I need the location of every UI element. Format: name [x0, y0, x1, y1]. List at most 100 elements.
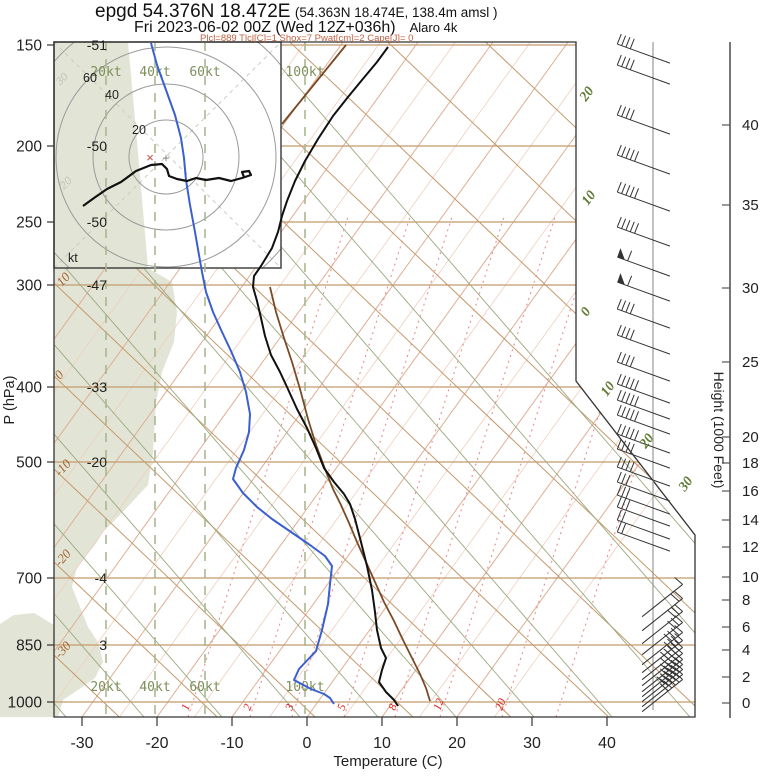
hodograph-trace-group: × +60 40 20 kt	[68, 71, 253, 265]
wind-barb	[641, 625, 683, 666]
sounding-curves	[150, 42, 431, 707]
svg-text:-50: -50	[87, 214, 107, 230]
svg-text:-50: -50	[87, 138, 107, 154]
station-subinfo: (54.363N 18.474E, 138.4m amsl )	[294, 5, 498, 20]
svg-text:16: 16	[742, 483, 759, 500]
wind-barb	[616, 216, 671, 247]
wind-barbs	[616, 33, 683, 713]
svg-text:30: 30	[523, 735, 541, 752]
title-line2: Fri 2023-06-02 00Z (Wed 12Z+036h) Alaro 4…	[134, 19, 457, 37]
wind-barb	[641, 615, 683, 656]
svg-text:2: 2	[742, 669, 750, 686]
svg-text:-10: -10	[220, 735, 243, 752]
svg-text:10: 10	[579, 188, 599, 208]
plot-border	[53, 41, 696, 718]
svg-text:200: 200	[16, 139, 42, 156]
valid-time: Fri 2023-06-02 00Z (Wed 12Z+036h)	[134, 19, 396, 36]
wind-barb	[616, 456, 671, 487]
svg-text:40kt: 40kt	[139, 65, 170, 80]
svg-text:400: 400	[16, 380, 42, 397]
svg-text:40: 40	[742, 117, 759, 134]
svg-text:40kt: 40kt	[139, 680, 170, 695]
svg-text:20: 20	[637, 431, 658, 452]
svg-text:×: ×	[146, 150, 154, 165]
wind-barb	[617, 248, 671, 277]
svg-text:250: 250	[16, 215, 42, 232]
parcel-curve-upper	[281, 44, 347, 125]
svg-text:8: 8	[742, 592, 750, 609]
svg-text:0: 0	[742, 695, 750, 712]
parameters-line: Plcl=889 Tlcl[C]=1 Shox=7 Pwat[cm]=2 Cap…	[200, 33, 414, 44]
svg-text:20: 20	[132, 123, 146, 137]
wind-barb	[616, 104, 671, 135]
wind-barb	[616, 373, 671, 404]
svg-text:P (hPa): P (hPa)	[2, 376, 18, 425]
wind-barb	[641, 633, 683, 674]
svg-text:20: 20	[448, 735, 466, 752]
svg-text:Temperature (C): Temperature (C)	[333, 753, 442, 770]
svg-text:20: 20	[577, 84, 598, 105]
wind-barb	[616, 33, 671, 64]
svg-text:30: 30	[742, 280, 759, 297]
svg-text:300: 300	[16, 278, 42, 295]
svg-text:-33: -33	[87, 379, 107, 395]
wind-barb	[616, 521, 671, 552]
wind-barb	[616, 438, 671, 469]
shaded-region-outside	[0, 613, 54, 717]
svg-text:40: 40	[105, 88, 119, 102]
svg-text:+: +	[162, 151, 169, 165]
wind-barb	[616, 423, 671, 454]
wind-barb	[616, 509, 671, 540]
wind-barb	[641, 591, 683, 632]
wind-barb	[616, 484, 671, 515]
svg-text:700: 700	[16, 571, 42, 588]
svg-text:25: 25	[742, 354, 759, 371]
wind-barb	[616, 389, 671, 420]
svg-text:-47: -47	[87, 277, 107, 293]
svg-text:30: 30	[676, 474, 697, 495]
hodograph-trace	[82, 162, 253, 207]
title-line1: epgd 54.376N 18.472E (54.363N 18.474E, 1…	[95, 1, 498, 23]
dewpoint-curve	[150, 42, 335, 705]
wind-barb	[616, 404, 671, 435]
svg-text:6: 6	[742, 619, 750, 636]
svg-text:12: 12	[742, 539, 759, 556]
svg-text:10: 10	[742, 569, 759, 586]
svg-text:8: 8	[387, 702, 400, 712]
parcel-curve	[269, 286, 431, 702]
wind-barb	[616, 324, 671, 355]
station-title: epgd 54.376N 18.472E	[95, 1, 291, 22]
svg-text:100kt: 100kt	[285, 65, 324, 80]
svg-text:12: 12	[432, 697, 447, 712]
svg-text:20: 20	[494, 697, 509, 712]
svg-text:0: 0	[303, 735, 312, 752]
svg-text:35: 35	[742, 197, 759, 214]
svg-text:20: 20	[742, 429, 759, 446]
wind-barb	[616, 351, 671, 382]
svg-text:20kt: 20kt	[90, 65, 121, 80]
model-name: Alaro 4k	[409, 20, 458, 35]
svg-text:kt: kt	[68, 251, 78, 265]
svg-text:10: 10	[598, 379, 618, 399]
wind-barb	[616, 471, 671, 502]
svg-text:150: 150	[16, 38, 42, 55]
svg-text:2: 2	[242, 702, 255, 712]
svg-text:60kt: 60kt	[189, 65, 220, 80]
wind-barb	[641, 577, 683, 618]
svg-text:500: 500	[16, 455, 42, 472]
svg-text:850: 850	[16, 638, 42, 655]
svg-text:40: 40	[598, 735, 616, 752]
wind-barb	[616, 181, 671, 212]
svg-text:60: 60	[83, 71, 97, 85]
svg-text:60kt: 60kt	[189, 680, 220, 695]
wind-barb	[616, 144, 671, 175]
svg-text:-30: -30	[70, 735, 93, 752]
svg-text:0: 0	[578, 305, 594, 319]
svg-text:20kt: 20kt	[90, 680, 121, 695]
svg-text:3: 3	[283, 702, 297, 713]
svg-text:10: 10	[373, 735, 391, 752]
